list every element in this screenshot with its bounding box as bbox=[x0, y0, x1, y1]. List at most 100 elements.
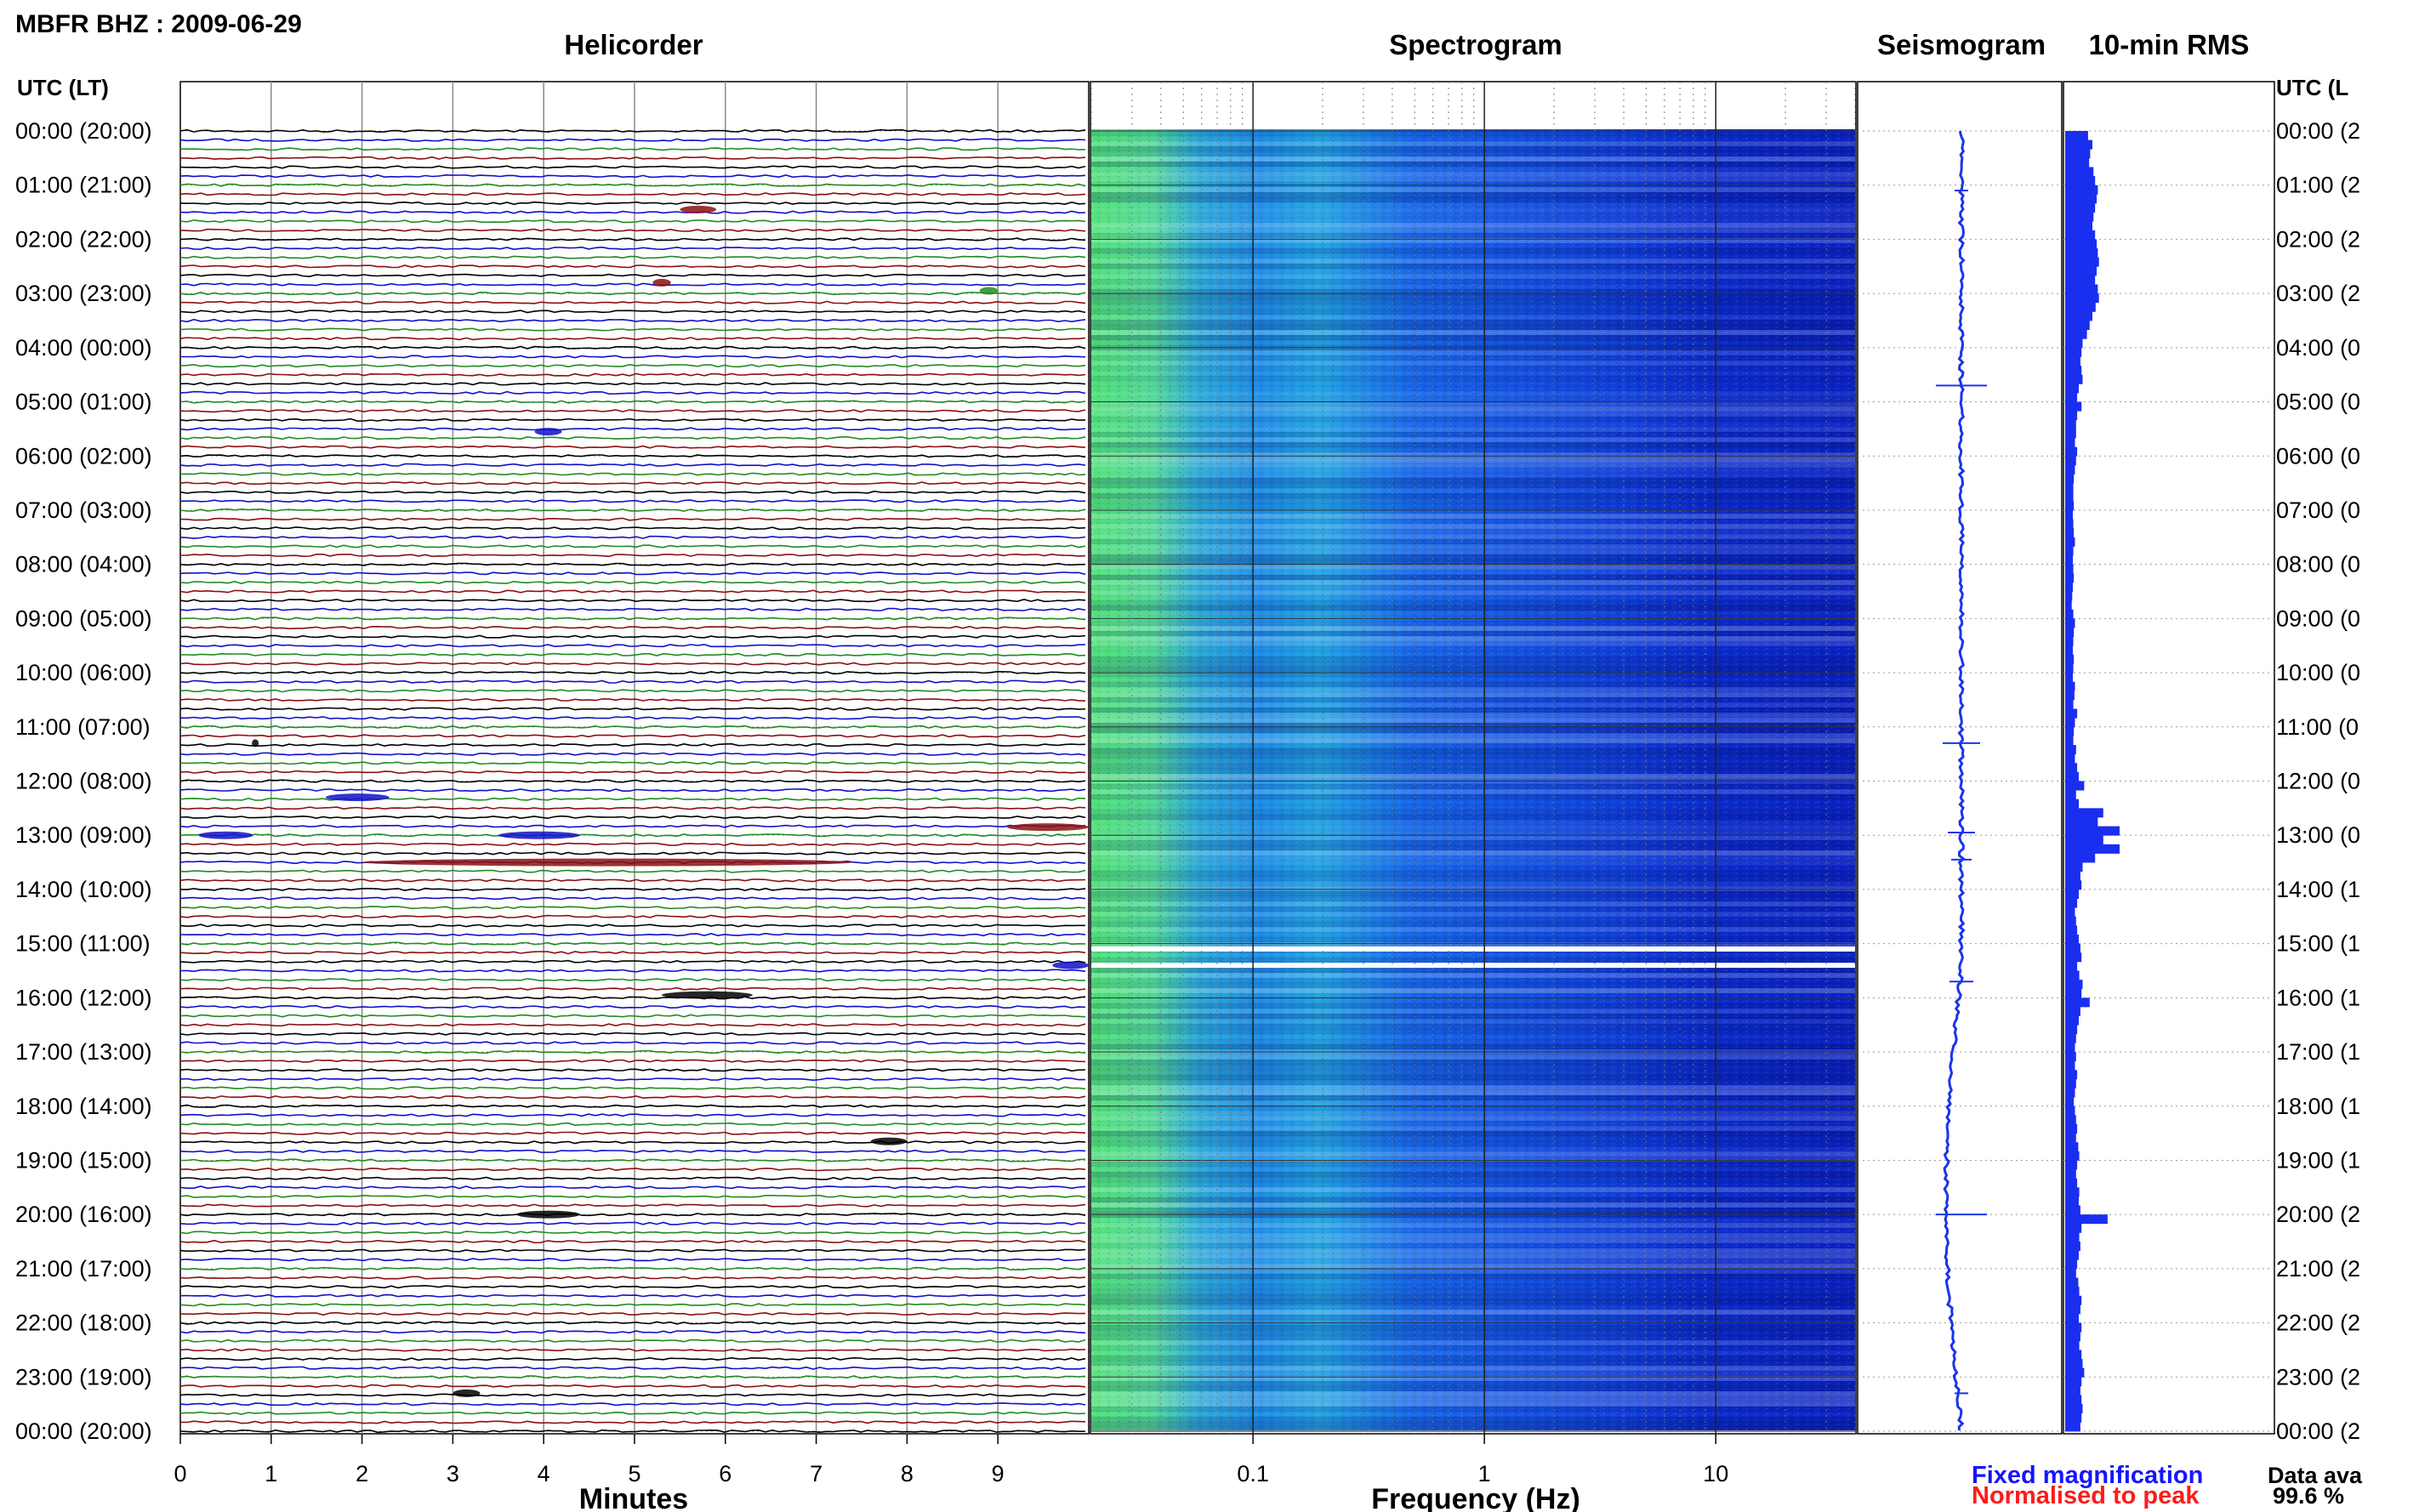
hour-label-right: 16:00 (1 bbox=[2276, 985, 2360, 1010]
helicorder-trace bbox=[179, 1176, 1086, 1180]
hour-label-right: 21:00 (2 bbox=[2276, 1256, 2360, 1282]
spectrogram-x-ticks: 0.1 1 10 bbox=[1237, 1434, 1728, 1486]
rms-bar bbox=[2065, 1250, 2079, 1260]
rms-bar bbox=[2065, 176, 2096, 186]
spectrogram-band bbox=[1091, 1356, 1855, 1361]
rms-bar bbox=[2065, 835, 2103, 845]
spectrogram-band bbox=[1091, 488, 1855, 493]
spectrogram-band bbox=[1091, 396, 1855, 401]
spectrogram-band bbox=[1091, 697, 1855, 702]
rms-bar bbox=[2065, 654, 2075, 664]
helicorder-trace bbox=[179, 282, 1086, 287]
rms-bar bbox=[2065, 546, 2074, 556]
helicorder-trace bbox=[179, 1393, 1086, 1397]
hour-label-left: 01:00 (21:00) bbox=[15, 173, 152, 198]
spectrogram-band bbox=[1091, 213, 1855, 218]
hour-label-left: 17:00 (13:00) bbox=[15, 1039, 152, 1065]
spectrogram-band bbox=[1091, 621, 1855, 626]
hour-label-right: 10:00 (0 bbox=[2276, 660, 2360, 685]
helicorder-trace bbox=[179, 1384, 1086, 1389]
hour-label-right: 08:00 (0 bbox=[2276, 552, 2360, 577]
helicorder-trace bbox=[179, 273, 1086, 278]
helicorder-trace bbox=[179, 887, 1086, 892]
spectrogram-x-tick-label: 1 bbox=[1478, 1461, 1491, 1486]
rms-bar bbox=[2065, 645, 2073, 656]
rms-bar bbox=[2065, 935, 2079, 945]
rms-bar bbox=[2065, 1205, 2080, 1215]
rms-bar bbox=[2065, 573, 2075, 583]
helicorder-trace bbox=[179, 697, 1086, 702]
rms-bar bbox=[2065, 952, 2082, 963]
spectrogram-band bbox=[1091, 657, 1855, 662]
helicorder-trace bbox=[179, 924, 1085, 928]
y-axis-label-left: UTC (LT) bbox=[17, 75, 109, 100]
rms-bar bbox=[2065, 185, 2098, 195]
helicorder-trace bbox=[179, 183, 1086, 187]
hour-label-right: 15:00 (1 bbox=[2276, 931, 2360, 957]
helicorder-trace bbox=[179, 580, 1086, 585]
spectrogram-band bbox=[1091, 886, 1855, 891]
rms-bar bbox=[2065, 753, 2075, 764]
spectrogram-band bbox=[1091, 861, 1855, 866]
spectrogram-band bbox=[1091, 1085, 1855, 1090]
spectrogram-band bbox=[1091, 958, 1855, 963]
spectrogram-band bbox=[1091, 1095, 1855, 1100]
spectrogram-band bbox=[1091, 605, 1855, 611]
spectrogram-band bbox=[1091, 580, 1855, 585]
hour-label-left: 18:00 (14:00) bbox=[15, 1094, 152, 1119]
rms-bar bbox=[2065, 149, 2091, 159]
rms-bar bbox=[2065, 1232, 2080, 1242]
helicorder-trace bbox=[179, 1348, 1086, 1352]
spectrogram-band bbox=[1091, 253, 1855, 259]
spectrogram-band bbox=[1091, 590, 1855, 595]
rms-bar bbox=[2065, 799, 2079, 809]
helicorder-trace bbox=[179, 1140, 1086, 1145]
spectrogram-band bbox=[1091, 1202, 1855, 1208]
helicorder-trace bbox=[179, 310, 1086, 314]
spectrogram-band bbox=[1091, 1151, 1855, 1157]
hour-label-left: 07:00 (03:00) bbox=[15, 497, 152, 523]
spectrogram-band bbox=[1091, 631, 1855, 636]
rms-bar bbox=[2065, 736, 2074, 746]
helicorder-trace bbox=[179, 634, 1086, 639]
rms-bar bbox=[2065, 338, 2083, 349]
spectrogram-band bbox=[1091, 952, 1855, 958]
helicorder-trace bbox=[179, 318, 1086, 323]
spectrogram-band bbox=[1091, 529, 1855, 534]
hour-label-right: 14:00 (1 bbox=[2276, 877, 2360, 902]
spectrogram-band bbox=[1091, 554, 1855, 560]
rms-bar bbox=[2065, 691, 2075, 701]
rms-bar bbox=[2065, 257, 2099, 267]
spectrogram-band bbox=[1091, 427, 1855, 432]
helicorder-event bbox=[662, 991, 753, 999]
helicorder-trace bbox=[179, 761, 1086, 765]
spectrogram-band bbox=[1091, 1054, 1855, 1060]
spectrogram-band bbox=[1091, 468, 1855, 473]
spectrogram-band bbox=[1091, 417, 1855, 422]
hour-label-right: 04:00 (0 bbox=[2276, 335, 2360, 361]
rms-bar bbox=[2065, 483, 2074, 493]
hour-labels-right: 00:00 (2 01:00 (2 02:00 (2 03:00 (2 04:00 (0… bbox=[2276, 118, 2360, 1444]
rms-bar bbox=[2065, 429, 2076, 439]
rms-bar bbox=[2065, 1259, 2078, 1270]
spectrogram-band bbox=[1091, 1009, 1855, 1014]
hour-label-left: 03:00 (23:00) bbox=[15, 281, 152, 306]
rms-bar bbox=[2065, 1033, 2076, 1043]
hour-label-left: 10:00 (06:00) bbox=[15, 660, 152, 685]
spectrogram-band bbox=[1091, 702, 1855, 708]
helicorder-trace bbox=[179, 869, 1086, 873]
helicorder-event bbox=[652, 278, 671, 287]
spectrogram-band bbox=[1091, 968, 1855, 973]
spectrogram-band bbox=[1091, 493, 1855, 498]
helicorder-trace bbox=[179, 662, 1086, 666]
helicorder-trace bbox=[179, 337, 1086, 341]
helicorder-trace bbox=[179, 617, 1086, 621]
helicorder-trace bbox=[179, 679, 1086, 684]
spectrogram-band bbox=[1091, 774, 1855, 779]
hour-label-left: 23:00 (19:00) bbox=[15, 1364, 152, 1390]
helicorder-trace bbox=[179, 842, 1086, 846]
helicorder-event bbox=[680, 205, 717, 213]
helicorder-trace bbox=[179, 644, 1086, 648]
spectrogram-band bbox=[1091, 1371, 1855, 1376]
helicorder-trace bbox=[179, 246, 1086, 251]
